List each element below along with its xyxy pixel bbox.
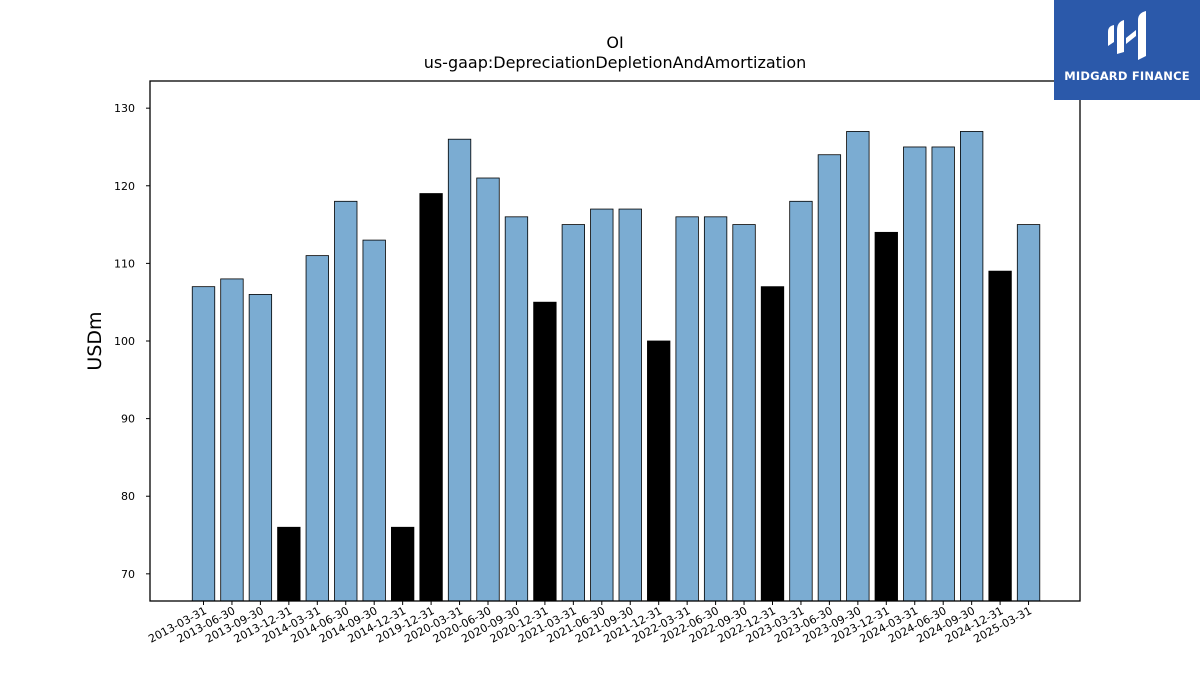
y-tick-label: 120 bbox=[114, 180, 135, 193]
bar-2014-12-31 bbox=[390, 526, 415, 602]
plot-frame bbox=[149, 80, 1081, 602]
bar-2022-09-30 bbox=[732, 224, 756, 602]
bar-2022-06-30 bbox=[703, 216, 728, 602]
bar-2023-03-31 bbox=[789, 200, 813, 602]
bar-2021-12-31 bbox=[647, 340, 671, 602]
logo-mark-icon bbox=[1108, 11, 1146, 60]
bar-2021-09-30 bbox=[618, 208, 642, 602]
bar-2013-06-30 bbox=[220, 278, 244, 602]
bar-2022-12-31 bbox=[760, 286, 785, 602]
bars-layer bbox=[191, 131, 1041, 602]
y-tick-label: 110 bbox=[114, 257, 135, 270]
bar-2020-09-30 bbox=[504, 216, 529, 602]
chart-subtitle: us-gaap:DepreciationDepletionAndAmortiza… bbox=[424, 53, 807, 72]
bar-2021-03-31 bbox=[561, 224, 585, 602]
bar-2025-03-31 bbox=[1016, 224, 1041, 602]
y-tick-label: 80 bbox=[121, 490, 135, 503]
bar-2013-12-31 bbox=[277, 526, 301, 602]
bar-2014-06-30 bbox=[334, 200, 358, 602]
bar-2020-12-31 bbox=[533, 301, 557, 602]
x-axis-ticks: 2013-03-312013-06-302013-09-302013-12-31… bbox=[146, 601, 1034, 646]
y-tick-label: 100 bbox=[114, 335, 135, 348]
bar-2023-09-30 bbox=[846, 131, 870, 602]
y-tick-label: 70 bbox=[121, 568, 135, 581]
bar-2013-09-30 bbox=[248, 294, 273, 602]
bar-2013-03-31 bbox=[191, 286, 216, 602]
bar-2024-09-30 bbox=[960, 131, 984, 602]
bar-2024-06-30 bbox=[931, 146, 955, 602]
bar-2014-09-30 bbox=[362, 239, 386, 602]
y-axis-label: USDm bbox=[84, 311, 106, 370]
bar-2020-06-30 bbox=[476, 177, 500, 602]
bar-2024-03-31 bbox=[903, 146, 927, 602]
bar-2014-03-31 bbox=[305, 255, 329, 602]
logo-text: MIDGARD FINANCE bbox=[1064, 69, 1190, 83]
y-axis-ticks: 70 80 90 100 110 120 130 bbox=[114, 102, 150, 581]
bar-2020-03-31 bbox=[447, 138, 472, 602]
y-tick-label: 90 bbox=[121, 413, 135, 426]
chart-title: OI bbox=[606, 33, 623, 52]
y-tick-label: 130 bbox=[114, 102, 135, 115]
bar-2019-12-31 bbox=[419, 193, 443, 602]
bar-2023-06-30 bbox=[817, 154, 842, 602]
bar-2022-03-31 bbox=[675, 216, 699, 602]
bar-2021-06-30 bbox=[590, 208, 614, 602]
midgard-finance-logo: MIDGARD FINANCE bbox=[1054, 0, 1200, 100]
bar-2023-12-31 bbox=[874, 231, 898, 602]
bar-2024-12-31 bbox=[988, 270, 1012, 602]
